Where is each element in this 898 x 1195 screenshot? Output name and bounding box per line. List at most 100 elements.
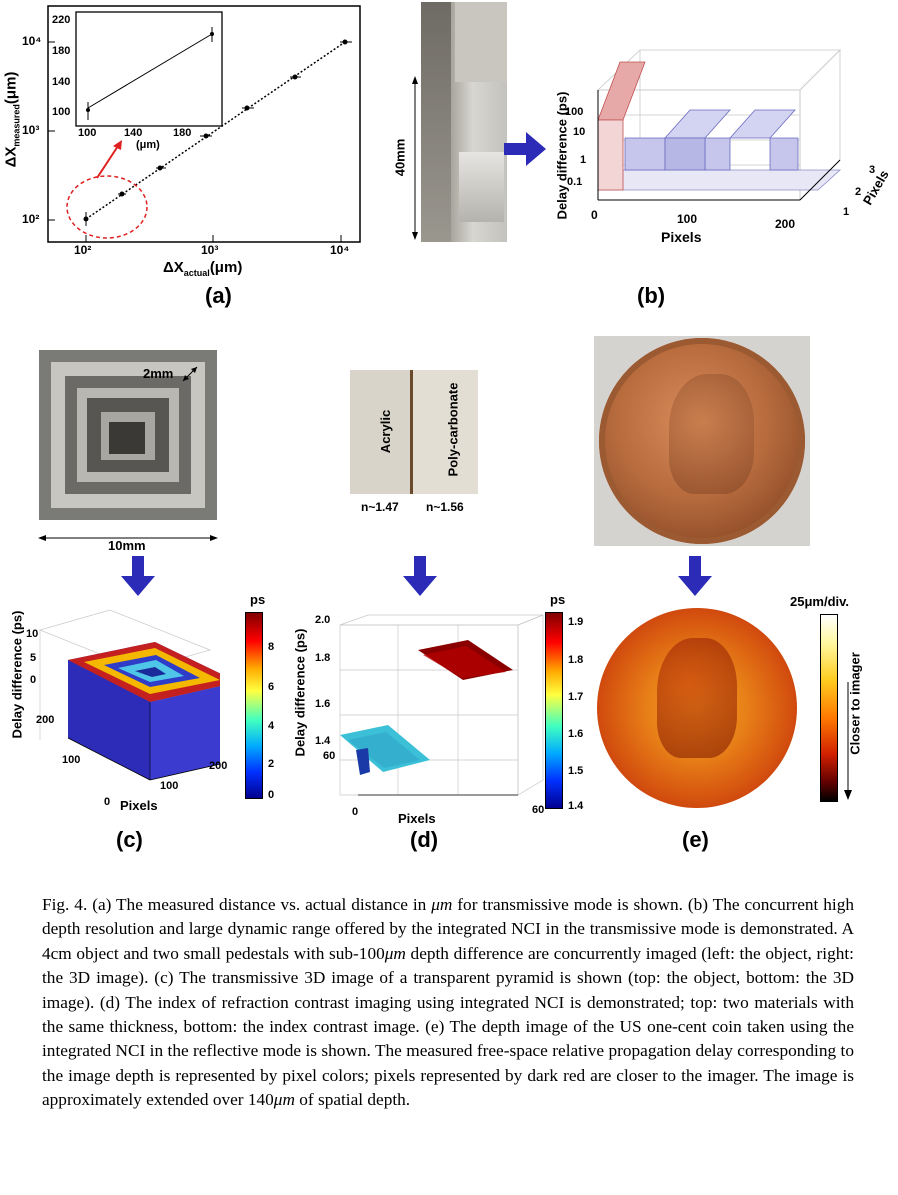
- panel-d-ytick: 60: [323, 750, 336, 762]
- panel-a-xlabel: ΔXactual(μm): [163, 259, 243, 278]
- panel-c-ytick-3: 0: [104, 796, 111, 808]
- panel-d-cbtick-3: 1.7: [568, 691, 584, 703]
- panel-b-xtick-3: 200: [775, 217, 796, 231]
- panel-d-colorbar-title: ps: [550, 592, 566, 607]
- panel-e-colorbar-arrow: [844, 682, 852, 800]
- panel-b-plot: [596, 49, 842, 201]
- panel-c-dim-2mm: 2mm: [143, 366, 174, 381]
- panel-b-ytick-3: 3: [869, 164, 876, 176]
- panel-d-xlabel: Pixels: [398, 811, 436, 826]
- caption-part-3: depth difference are concurrently imaged…: [42, 943, 854, 1110]
- panel-d-colorbar: [545, 612, 563, 809]
- panel-a-inset-xtick-1: 100: [78, 127, 97, 139]
- panel-c-ytick-1: 200: [36, 714, 55, 726]
- panel-a-inset-xtick-3: 180: [173, 127, 192, 139]
- panel-b-ytick-2: 2: [855, 186, 862, 198]
- panel-e-down-arrow: [678, 556, 712, 596]
- panel-a-xtick-2: 10³: [201, 243, 219, 257]
- panel-c-photo: [39, 350, 217, 520]
- panel-b-ztick-4: 0.1: [567, 176, 583, 188]
- panel-a-ylabel: ΔXmeasured(μm): [2, 71, 22, 168]
- panel-c-ztick-1: 10: [26, 628, 39, 640]
- panel-c-xtick-1: 100: [160, 780, 179, 792]
- panel-c-ytick-2: 100: [62, 754, 81, 766]
- caption-part-2: for transmissive mode is shown. (b) The …: [42, 895, 854, 963]
- panel-e-coin-photo: [594, 336, 810, 546]
- panel-c-cbtick-5: 0: [268, 789, 275, 801]
- panel-b-xlabel: Pixels: [661, 229, 702, 245]
- panel-d-cbtick-4: 1.6: [568, 728, 584, 740]
- panel-d-ztick-4: 1.4: [315, 735, 331, 747]
- panel-d-cbtick-1: 1.9: [568, 616, 584, 628]
- panel-e-colorbar-title: 25μm/div.: [790, 594, 850, 609]
- panel-b: 40mm Delay difference (ps) 100 10: [392, 0, 898, 320]
- panel-c-xtick-2: 200: [209, 760, 228, 772]
- panel-d-ztick-2: 1.8: [315, 652, 331, 664]
- panel-b-ylabel: Pixels: [859, 167, 892, 208]
- panel-b-xtick-2: 100: [677, 212, 698, 226]
- panel-c-cbtick-3: 4: [268, 720, 275, 732]
- panel-e-depth-image: [597, 608, 797, 808]
- panel-c-ztick-3: 0: [30, 674, 37, 686]
- panel-b-xtick-1: 0: [591, 208, 598, 222]
- panel-d-material-right: Poly-carbonate: [445, 382, 461, 477]
- caption-unit-1: μm: [431, 895, 453, 914]
- panel-b-photo: [421, 2, 507, 242]
- panel-d-xtick-1: 0: [352, 806, 359, 818]
- panel-a-inset-ytick-2: 180: [52, 45, 71, 57]
- caption-unit-3: μm: [273, 1090, 295, 1110]
- panel-a-ytick-2: 10³: [22, 123, 40, 137]
- panel-b-zlabel: Delay difference (ps): [554, 91, 570, 220]
- panel-c-plot: [38, 610, 220, 781]
- panel-a-inset-xlabel: (μm): [136, 139, 160, 151]
- panel-d-cbtick-5: 1.5: [568, 765, 584, 777]
- panel-a-ytick-3: 10²: [22, 212, 40, 226]
- panel-d-photo: [350, 370, 478, 494]
- panel-c-cbtick-4: 2: [268, 758, 275, 770]
- panel-c-cbtick-2: 6: [268, 681, 275, 693]
- panel-a: ΔXmeasured(μm) 10⁴ 10³ 10² 10² 10³ 10⁴ Δ…: [0, 0, 370, 320]
- panel-e-colorbar: [820, 614, 838, 802]
- panel-a-inset-ytick-3: 140: [52, 76, 71, 88]
- panel-b-ztick-3: 1: [580, 154, 587, 166]
- panel-a-label: (a): [205, 283, 232, 308]
- panel-c-dim-10mm-arrow: [38, 535, 218, 541]
- panel-c-dim-2mm-arrow: [182, 366, 198, 382]
- panel-a-inset-xtick-2: 140: [124, 127, 143, 139]
- panel-b-label: (b): [637, 283, 666, 308]
- panel-d-material-left: Acrylic: [378, 409, 394, 454]
- panel-c-ztick-2: 5: [30, 652, 37, 664]
- panel-a-ytick-1: 10⁴: [22, 34, 42, 48]
- panel-c: 2mm 10mm Delay difference (ps) 10 5 0 20…: [0, 340, 300, 860]
- panel-c-cbtick-1: 8: [268, 641, 275, 653]
- panel-e-label: (e): [682, 827, 709, 852]
- panel-a-inset-ytick-4: 100: [52, 106, 71, 118]
- caption-part-4: of spatial depth.: [294, 1090, 411, 1110]
- panel-b-ztick-1: 100: [565, 106, 584, 118]
- panel-d-ztick-3: 1.6: [315, 698, 331, 710]
- panel-d-n-left: n~1.47: [361, 500, 399, 514]
- panel-d-cbtick-2: 1.8: [568, 654, 584, 666]
- panel-d: Acrylic Poly-carbonate n~1.47 n~1.56 Del…: [290, 340, 600, 860]
- panel-b-dimension: [412, 76, 418, 240]
- panel-d-ztick-1: 2.0: [315, 614, 331, 626]
- panel-a-inset-ytick-1: 220: [52, 14, 71, 26]
- panel-b-right-arrow: [504, 132, 546, 166]
- panel-d-n-right: n~1.56: [426, 500, 464, 514]
- panel-a-xtick-1: 10²: [74, 243, 92, 257]
- panel-c-xlabel: Pixels: [120, 798, 158, 813]
- panel-d-zlabel: Delay difference (ps): [292, 628, 308, 757]
- panel-d-cbtick-6: 1.4: [568, 800, 584, 812]
- panel-d-xtick-2: 60: [532, 804, 545, 816]
- panel-d-plot: [339, 614, 544, 796]
- caption-unit-2: μm: [384, 943, 406, 963]
- panel-e: 25μm/div. Closer to imager (e): [590, 336, 898, 860]
- panel-c-zlabel: Delay difference (ps): [9, 610, 25, 739]
- panel-a-plot: [47, 5, 361, 243]
- panel-c-colorbar-title: ps: [250, 592, 266, 607]
- panel-d-down-arrow: [403, 556, 437, 596]
- panel-b-ytick-1: 1: [843, 206, 850, 218]
- panel-a-xtick-3: 10⁴: [330, 243, 350, 257]
- panel-c-down-arrow: [121, 556, 155, 596]
- caption-part-1: Fig. 4. (a) The measured distance vs. ac…: [42, 895, 432, 914]
